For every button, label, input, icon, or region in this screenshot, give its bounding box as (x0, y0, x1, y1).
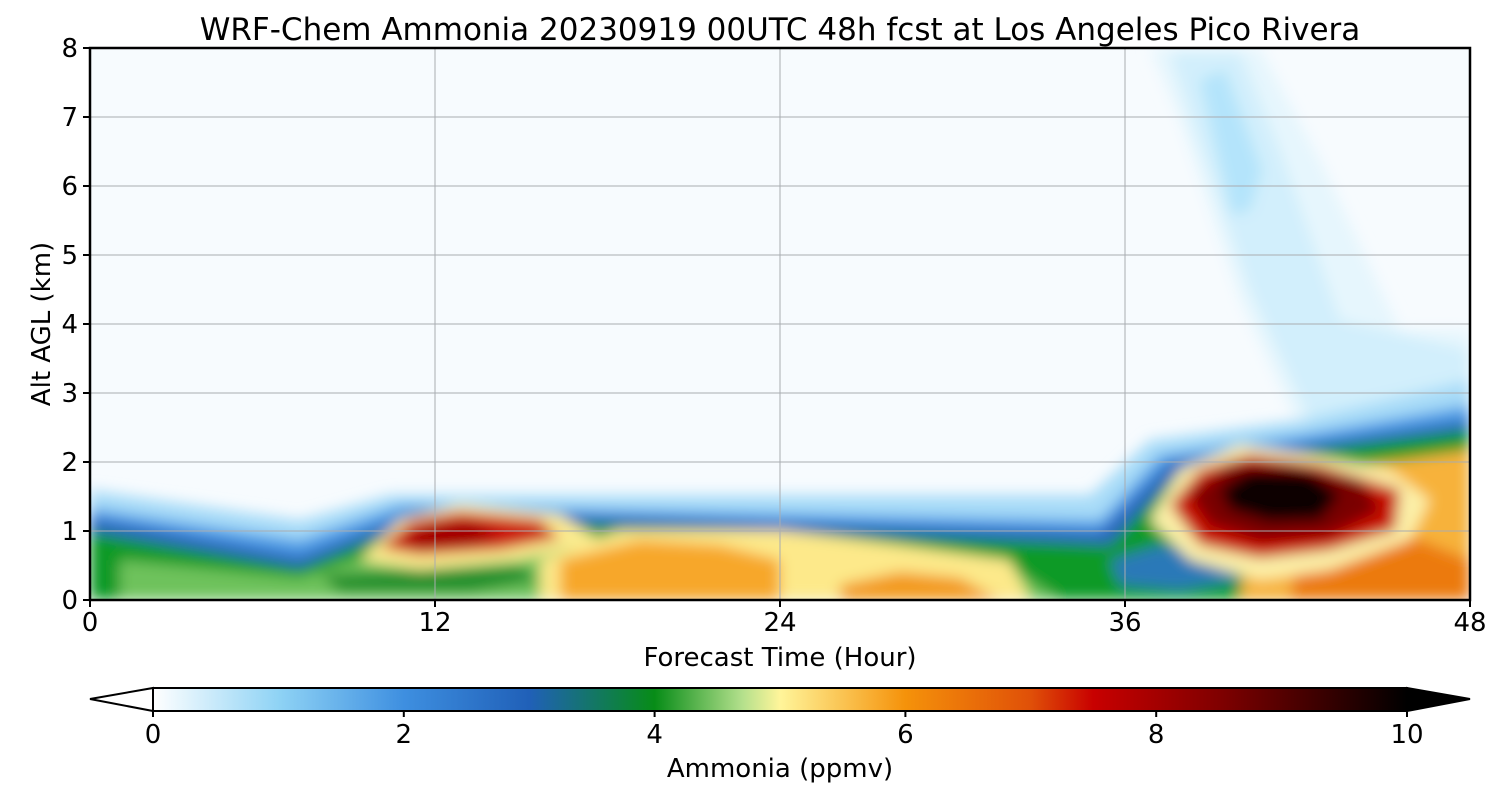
y-tick-label: 3 (61, 379, 78, 409)
colorbar-tick-label: 10 (1390, 720, 1423, 750)
y-tick-label: 1 (61, 517, 78, 547)
colorbar: 0 2 4 6 8 10 Ammonia (ppmv) (89, 686, 1471, 784)
x-axis-label: Forecast Time (Hour) (643, 643, 916, 673)
colorbar-label: Ammonia (ppmv) (667, 754, 893, 784)
y-tick-label: 2 (61, 448, 78, 478)
x-tick-label: 24 (763, 608, 796, 638)
colorbar-extend-low (89, 686, 154, 713)
x-tick-label: 12 (418, 608, 451, 638)
x-tick-label: 48 (1453, 608, 1486, 638)
grid-lines (90, 48, 1470, 600)
warm-orange-2 (840, 572, 1000, 600)
max-12h-core (400, 522, 500, 548)
green-core-12h (320, 566, 540, 592)
x-tick-label: 0 (82, 608, 99, 638)
x-ticks: 0 12 24 36 48 (82, 600, 1487, 638)
plume-core (1200, 70, 1262, 215)
max-41h-black (1220, 470, 1340, 522)
colorbar-bar (152, 687, 1408, 712)
colorbar-tick-label: 4 (646, 720, 663, 750)
colorbar-tick-label: 6 (897, 720, 914, 750)
y-tick-label: 6 (61, 172, 78, 202)
y-ticks: 0 1 2 3 4 5 6 7 8 (61, 34, 90, 616)
y-tick-label: 8 (61, 34, 78, 64)
y-tick-label: 4 (61, 310, 78, 340)
y-tick-label: 0 (61, 586, 78, 616)
colorbar-ticks: 0 2 4 6 8 10 (145, 711, 1424, 750)
x-tick-label: 36 (1108, 608, 1141, 638)
y-tick-label: 5 (61, 241, 78, 271)
warm-orange (560, 540, 780, 600)
y-axis-label: Alt AGL (km) (27, 242, 57, 406)
colorbar-tick-label: 8 (1148, 720, 1165, 750)
colorbar-tick-label: 2 (396, 720, 413, 750)
colorbar-tick-label: 0 (145, 720, 162, 750)
y-tick-label: 7 (61, 103, 78, 133)
colorbar-extend-high (1406, 686, 1471, 713)
chart-title: WRF-Chem Ammonia 20230919 00UTC 48h fcst… (200, 12, 1361, 48)
